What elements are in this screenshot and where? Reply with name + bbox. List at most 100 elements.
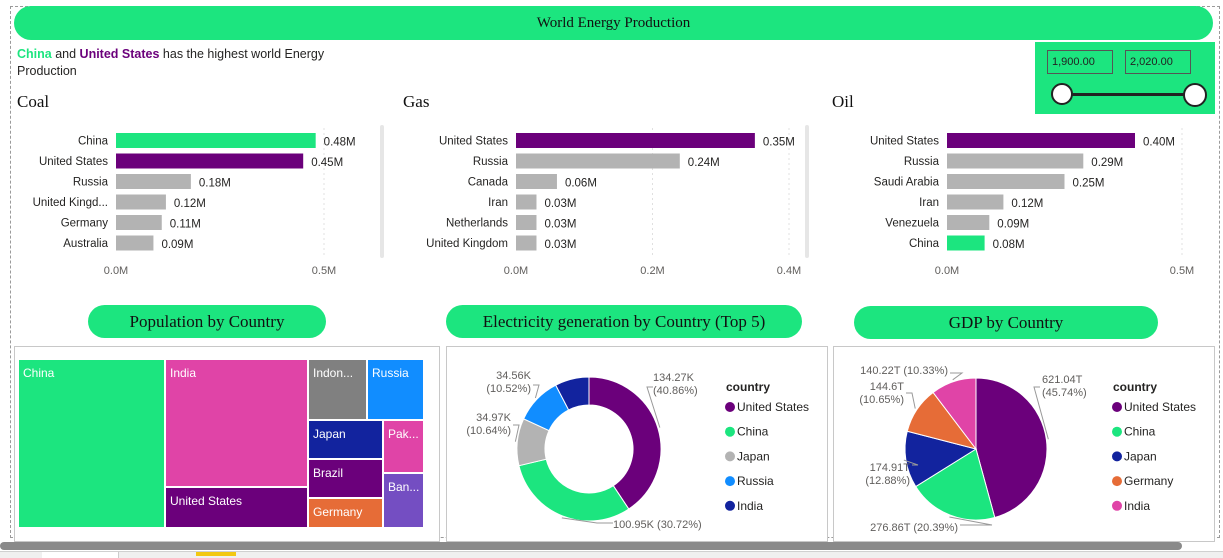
treemap-tile-label: Pak... (388, 427, 419, 441)
oil-bar (947, 133, 1135, 148)
treemap-tile[interactable]: China (18, 359, 165, 528)
gas-bar-chart: 0.0M 0.2M 0.4M United States 0.35M Russia 0.24… (426, 128, 801, 277)
coal-category-label: Germany (61, 218, 109, 230)
subtitle-rest: has the highest world Energy Production (17, 47, 325, 78)
gdp-data-label: 140.22T (10.33%) (860, 365, 948, 377)
slicer-max-input[interactable]: 2,020.00 (1125, 50, 1191, 74)
electricity-legend-marker (725, 426, 735, 437)
treemap-tile-label: Russia (372, 366, 409, 380)
gas-data-label: 0.24M (688, 157, 720, 169)
page-tab[interactable] (42, 552, 119, 558)
gdp-leader-line (903, 459, 919, 466)
add-page-tab[interactable] (196, 552, 236, 556)
electricity-legend-marker (725, 402, 735, 412)
electricity-data-label: 134.27K (653, 372, 695, 384)
oil-tick-label: 0.5M (1170, 265, 1194, 277)
year-range-slicer[interactable]: 1,900.00 2,020.00 (1035, 42, 1215, 114)
treemap-tile[interactable]: Brazil (308, 459, 383, 498)
oil-data-label: 0.12M (1011, 198, 1043, 210)
gas-chart-title: Gas (403, 92, 430, 111)
electricity-data-label: 34.56K (496, 370, 532, 382)
gdp-data-label: 174.91T (870, 462, 911, 474)
electricity-legend-label: Russia (737, 474, 774, 488)
slicer-min-handle[interactable] (1051, 83, 1073, 105)
electricity-legend-label: China (737, 425, 769, 439)
horizontal-scrollbar[interactable] (0, 542, 1182, 550)
gdp-legend-marker (1112, 402, 1122, 412)
oil-category-label: Iran (919, 197, 939, 209)
gas-tick-label: 0.0M (504, 265, 528, 277)
treemap-tile-label: Brazil (313, 466, 344, 480)
gas-tick-label: 0.4M (777, 265, 801, 277)
treemap-tile[interactable]: Pak... (383, 420, 424, 473)
treemap-tile[interactable]: Russia (367, 359, 424, 420)
coal-category-label: Russia (73, 177, 109, 189)
gdp-chart-title: GDP by Country (948, 312, 1064, 332)
slicer-min-input[interactable]: 1,900.00 (1047, 50, 1113, 74)
coal-tick-label: 0.0M (104, 265, 128, 277)
electricity-slice (555, 376, 590, 411)
oil-bar (947, 174, 1065, 189)
gas-data-label: 0.06M (565, 178, 597, 190)
gdp-slice (975, 377, 1048, 519)
gas-scrollbar[interactable] (805, 125, 809, 258)
treemap-tile[interactable]: Indon... (308, 359, 367, 420)
gas-bar (516, 174, 557, 189)
gdp-data-label: 621.04T (1042, 374, 1083, 386)
gas-data-label: 0.03M (544, 198, 576, 210)
gdp-legend-label: United States (1124, 400, 1196, 414)
gdp-slice (932, 377, 977, 451)
gas-data-label: 0.35M (763, 137, 795, 149)
electricity-data-label: (40.86%) (653, 385, 698, 397)
electricity-legend-marker (725, 476, 735, 487)
gdp-slice (915, 448, 996, 521)
subtitle-text: China and United States has the highest … (17, 46, 347, 80)
gdp-leader-line (906, 392, 916, 409)
gdp-legend-label: China (1124, 425, 1156, 439)
gdp-chart-header: GDP by Country (854, 306, 1158, 339)
gdp-legend-title: country (1113, 380, 1157, 394)
electricity-donut-panel: 134.27K (40.86%) 100.95K (30.72%) 34.97K (10… (446, 346, 828, 542)
electricity-legend-title: country (726, 380, 770, 394)
gas-bar (516, 215, 537, 230)
treemap-tile-label: Japan (313, 427, 346, 441)
slicer-max-handle[interactable] (1183, 83, 1207, 107)
treemap-tile[interactable]: United States (165, 487, 308, 528)
coal-chart-title: Coal (17, 92, 50, 111)
subtitle-country-us: United States (79, 47, 160, 61)
population-chart-title: Population by Country (129, 311, 285, 331)
gas-bar (516, 133, 755, 148)
treemap-tile[interactable]: Japan (308, 420, 383, 459)
report-title: World Energy Production (14, 6, 1213, 40)
slicer-track (1061, 93, 1193, 96)
gdp-legend-marker (1112, 426, 1122, 437)
electricity-data-label: (10.52%) (486, 383, 531, 395)
coal-data-label: 0.09M (161, 239, 193, 251)
electricity-slice (518, 458, 630, 522)
gdp-legend-marker (1112, 476, 1122, 487)
gas-bar (516, 153, 680, 169)
gdp-data-label: (45.74%) (1042, 387, 1087, 399)
oil-category-label: United States (870, 136, 939, 148)
treemap-tile[interactable]: India (165, 359, 308, 487)
gdp-slice (904, 430, 978, 488)
electricity-legend-label: India (737, 499, 763, 513)
electricity-chart-header: Electricity generation by Country (Top 5… (446, 305, 802, 338)
gdp-legend-label: India (1124, 499, 1150, 513)
treemap-tile[interactable]: Ban... (383, 473, 424, 528)
electricity-leader-line (646, 386, 661, 428)
oil-data-label: 0.08M (993, 239, 1025, 251)
treemap-tile-label: Germany (313, 505, 363, 519)
gdp-pie-chart: 621.04T(45.74%)276.86T (20.39%)174.91T(1… (859, 365, 1196, 534)
gas-category-label: United Kingdom (426, 238, 508, 250)
electricity-data-label: (10.64%) (466, 425, 511, 437)
gas-category-label: United States (439, 136, 508, 148)
coal-data-label: 0.48M (324, 137, 356, 149)
treemap-tile[interactable]: Germany (308, 498, 383, 528)
oil-bar (947, 215, 990, 230)
coal-scrollbar[interactable] (380, 125, 384, 258)
gas-category-label: Russia (473, 156, 509, 168)
gas-category-label: Iran (488, 197, 508, 209)
coal-data-label: 0.45M (311, 157, 343, 169)
treemap-tile-label: Ban... (388, 480, 420, 494)
